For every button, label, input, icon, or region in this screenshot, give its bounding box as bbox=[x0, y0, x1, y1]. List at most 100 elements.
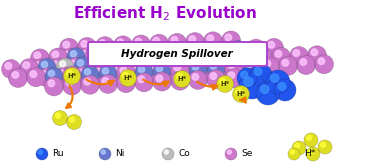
Circle shape bbox=[38, 150, 42, 154]
Circle shape bbox=[96, 47, 115, 66]
Circle shape bbox=[85, 56, 104, 76]
Circle shape bbox=[81, 66, 99, 84]
Circle shape bbox=[34, 52, 41, 59]
Circle shape bbox=[274, 79, 296, 101]
Circle shape bbox=[26, 68, 45, 87]
Circle shape bbox=[36, 148, 48, 160]
FancyArrowPatch shape bbox=[240, 97, 246, 102]
Circle shape bbox=[30, 71, 37, 78]
Circle shape bbox=[167, 33, 186, 52]
Circle shape bbox=[99, 50, 106, 56]
Circle shape bbox=[37, 68, 56, 87]
Circle shape bbox=[88, 50, 94, 56]
Circle shape bbox=[77, 69, 84, 76]
Circle shape bbox=[170, 71, 189, 90]
Circle shape bbox=[278, 83, 286, 90]
Circle shape bbox=[110, 65, 129, 84]
Circle shape bbox=[101, 150, 105, 154]
Circle shape bbox=[225, 69, 243, 88]
Circle shape bbox=[266, 70, 290, 94]
Circle shape bbox=[131, 67, 138, 74]
Circle shape bbox=[304, 133, 318, 147]
Circle shape bbox=[127, 64, 147, 83]
Circle shape bbox=[63, 51, 70, 58]
Circle shape bbox=[104, 47, 121, 64]
Circle shape bbox=[63, 41, 70, 48]
Circle shape bbox=[38, 58, 56, 76]
Circle shape bbox=[217, 60, 237, 79]
Circle shape bbox=[91, 65, 110, 84]
Circle shape bbox=[292, 141, 306, 155]
Circle shape bbox=[179, 46, 184, 52]
Circle shape bbox=[102, 56, 121, 75]
Circle shape bbox=[156, 53, 175, 72]
Circle shape bbox=[96, 37, 115, 56]
FancyArrowPatch shape bbox=[86, 80, 114, 85]
Circle shape bbox=[189, 46, 196, 52]
Circle shape bbox=[243, 68, 262, 87]
Circle shape bbox=[167, 65, 174, 72]
Circle shape bbox=[270, 74, 279, 82]
Circle shape bbox=[73, 66, 93, 85]
FancyArrowPatch shape bbox=[66, 85, 73, 108]
Circle shape bbox=[196, 55, 203, 61]
Circle shape bbox=[300, 59, 307, 65]
Circle shape bbox=[99, 40, 106, 46]
Circle shape bbox=[95, 69, 102, 75]
Circle shape bbox=[250, 64, 272, 86]
Circle shape bbox=[132, 58, 138, 64]
Circle shape bbox=[210, 63, 217, 69]
Circle shape bbox=[203, 32, 223, 51]
Circle shape bbox=[239, 52, 246, 59]
Circle shape bbox=[282, 59, 289, 66]
Circle shape bbox=[67, 48, 85, 66]
Circle shape bbox=[99, 148, 111, 160]
Circle shape bbox=[239, 73, 265, 99]
Circle shape bbox=[48, 58, 68, 77]
Circle shape bbox=[113, 36, 133, 55]
Circle shape bbox=[164, 150, 169, 154]
Circle shape bbox=[119, 70, 136, 86]
Circle shape bbox=[138, 66, 145, 73]
Circle shape bbox=[149, 66, 156, 73]
Circle shape bbox=[81, 41, 88, 47]
Circle shape bbox=[106, 59, 113, 65]
Circle shape bbox=[221, 63, 228, 70]
Circle shape bbox=[214, 54, 221, 61]
Circle shape bbox=[41, 71, 48, 78]
Circle shape bbox=[260, 57, 279, 76]
Circle shape bbox=[95, 59, 102, 65]
Circle shape bbox=[113, 58, 119, 64]
Circle shape bbox=[113, 46, 133, 65]
Circle shape bbox=[62, 66, 82, 85]
Circle shape bbox=[218, 50, 236, 68]
Circle shape bbox=[121, 45, 139, 63]
Circle shape bbox=[318, 58, 325, 65]
Circle shape bbox=[52, 61, 59, 68]
Circle shape bbox=[143, 47, 149, 54]
Circle shape bbox=[239, 62, 246, 69]
Circle shape bbox=[67, 57, 85, 76]
Circle shape bbox=[241, 71, 248, 78]
Circle shape bbox=[294, 143, 299, 148]
Circle shape bbox=[232, 43, 239, 50]
FancyBboxPatch shape bbox=[88, 42, 267, 66]
Circle shape bbox=[149, 56, 156, 63]
Circle shape bbox=[307, 46, 327, 65]
Circle shape bbox=[225, 34, 232, 41]
Circle shape bbox=[236, 49, 254, 67]
Circle shape bbox=[64, 68, 81, 84]
Circle shape bbox=[192, 52, 212, 71]
Circle shape bbox=[66, 79, 73, 86]
Circle shape bbox=[56, 67, 74, 86]
Circle shape bbox=[41, 61, 48, 68]
Circle shape bbox=[167, 56, 174, 62]
Circle shape bbox=[225, 44, 232, 51]
Text: H*: H* bbox=[124, 75, 133, 81]
Circle shape bbox=[296, 56, 316, 75]
Circle shape bbox=[107, 49, 113, 55]
Circle shape bbox=[185, 55, 192, 61]
Circle shape bbox=[55, 113, 60, 118]
Circle shape bbox=[122, 72, 129, 78]
Circle shape bbox=[174, 74, 181, 81]
